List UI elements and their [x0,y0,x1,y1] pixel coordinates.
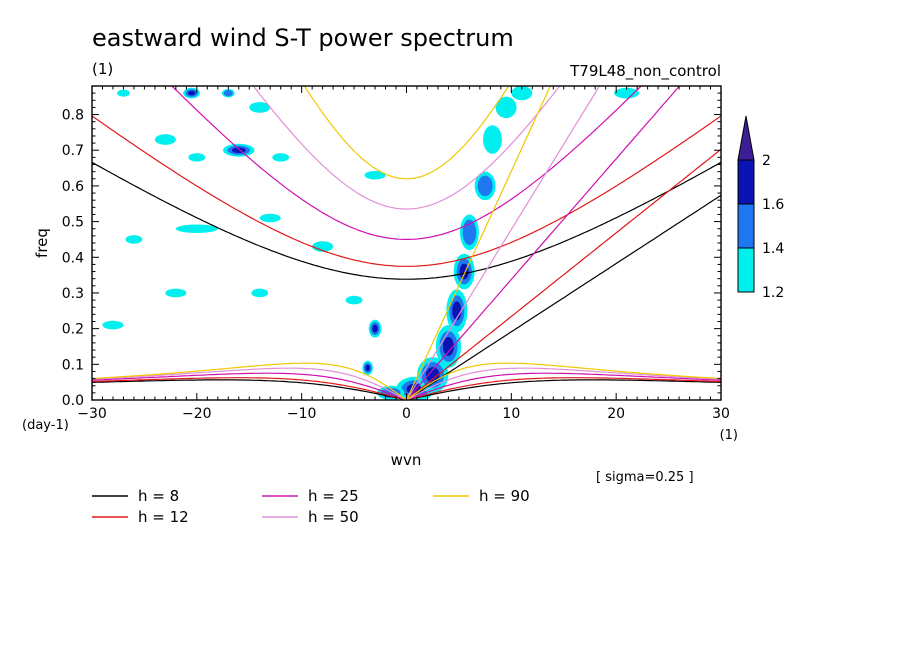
spectral-blob-9-level-1 [312,241,334,252]
dispersion-kelvin-h25 [406,86,681,400]
x-tick-label: 20 [607,406,625,422]
colorbar: 1.2 1.4 1.6 2 [737,115,784,301]
spectral-blob-6-level-1 [188,153,206,162]
y-tick-label: 0.8 [62,108,84,124]
colorbar-label: 2 [762,153,771,169]
spectral-blob-5-level-1 [154,134,176,145]
spectral-blob-18-level-3 [365,364,371,372]
spectral-blob-22-level-3 [442,337,454,356]
x-tick-label: −10 [287,406,317,422]
spectral-blob-8-level-1 [259,213,281,223]
dispersion-eig-h12 [92,115,721,267]
dispersion-eig-h50 [252,86,561,210]
spectral-blob-30-level-1 [614,87,640,99]
spectral-blob-12-level-1 [251,288,269,298]
chart-subtitle-left: (1) [92,60,113,78]
y-tick-label: 0.3 [62,286,84,302]
colorbar-label: 1.6 [762,197,784,213]
dispersion-kelvin-h90 [405,86,551,400]
x-tick-label: 10 [502,406,520,422]
legend: h = 8 h = 12 h = 25 h = 50 h = 90 [92,487,530,526]
y-tick-label: 0.5 [62,215,84,231]
spectral-blob-14-level-1 [102,320,124,330]
spectral-blob-15-level-1 [364,170,386,180]
dispersion-kelvin-h12 [406,148,721,400]
colorbar-segment-0 [737,247,755,293]
spectral-blob-21-level-3 [425,367,440,383]
dispersion-kelvin-h8 [406,194,721,400]
x-axis-label: wvn [391,451,422,469]
x-tick-label: 30 [712,406,730,422]
spectral-blob-26-level-2 [477,175,493,197]
spectral-blob-0-level-1 [117,89,130,97]
dispersion-eig-h90 [303,86,510,180]
colorbar-label: 1.4 [762,241,784,257]
colorbar-label: 1.2 [762,285,784,301]
y-tick-label: 0.6 [62,179,84,195]
spectral-blob-2-level-2 [223,90,233,97]
spectral-blob-17-level-3 [372,324,378,333]
dispersion-rossby-h8 [92,379,721,400]
dispersion-rossby-h25 [92,372,721,400]
x-tick-label: −20 [182,406,212,422]
y-tick-label: 0.7 [62,143,84,159]
spectral-blob-10-level-1 [175,224,218,234]
spectral-blob-16-level-1 [345,295,363,305]
colorbar-segment-2 [737,159,755,205]
y-tick-label: 0.2 [62,322,84,338]
plot-background [92,86,721,400]
legend-label-h12: h = 12 [138,508,189,526]
spectral-blob-1-level-3 [187,90,196,96]
legend-label-h25: h = 25 [308,487,359,505]
spectral-blob-23-level-3 [452,301,462,321]
x-tick-label: 0 [402,406,411,422]
legend-label-h50: h = 50 [308,508,359,526]
chart-title: eastward wind S-T power spectrum [92,24,514,52]
spectral-shading [102,86,640,400]
spectral-blob-28-level-1 [495,96,517,119]
spectral-blob-7-level-1 [272,153,290,162]
spectral-blob-4-level-1 [249,102,271,113]
y-tick-label: 0.0 [62,393,84,409]
x-axis-ticks: −30 −20 −10 0 10 20 30 [77,86,730,422]
sigma-annotation: [ sigma=0.25 ] [596,470,694,485]
spectral-blob-27-level-1 [483,125,502,154]
dispersion-rossby-h50 [92,367,721,400]
spectral-blob-29-level-1 [511,86,533,101]
dispersion-rossby-h90 [92,362,721,400]
dispersion-eig-h8 [92,161,721,280]
dispersion-curves [92,86,721,400]
colorbar-arrow [737,115,755,161]
y-tick-label: 0.1 [62,357,84,373]
y-axis-label: freq [33,228,51,258]
legend-label-h90: h = 90 [479,487,530,505]
spectral-blob-11-level-1 [125,235,143,244]
y-axis-unit: (day-1) [22,418,69,433]
dispersion-kelvin-h50 [405,86,601,400]
spectral-blob-24-level-3 [459,263,469,280]
dispersion-eig-h25 [171,86,642,240]
chart-subtitle-right: T79L48_non_control [569,62,721,81]
y-axis-ticks: 0.0 0.1 0.2 0.3 0.4 0.5 0.6 0.7 0.8 [62,85,721,409]
spectral-blob-13-level-1 [165,288,187,298]
x-tick-label: −30 [77,406,107,422]
y-tick-label: 0.4 [62,250,84,266]
dispersion-rossby-h12 [92,377,721,400]
x-axis-unit: (1) [720,428,738,443]
legend-label-h8: h = 8 [138,487,179,505]
colorbar-segment-1 [737,203,755,249]
